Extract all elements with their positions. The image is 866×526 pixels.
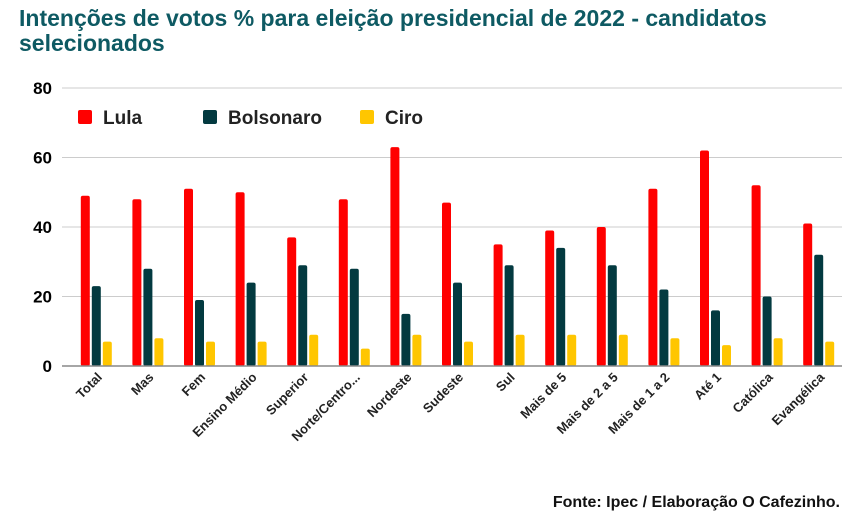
bar-ciro [618, 334, 628, 366]
bar-lula [287, 237, 297, 366]
legend-label-bolsonaro: Bolsonaro [228, 108, 322, 129]
x-tick-label: Nordeste [364, 370, 414, 420]
bar-ciro [670, 338, 680, 366]
bar-bolsonaro [607, 265, 617, 366]
bar-ciro [257, 341, 267, 366]
x-tick-label: Católica [729, 369, 776, 416]
bar-bolsonaro [91, 286, 101, 366]
bar-ciro [154, 338, 164, 366]
bar-lula [700, 150, 709, 366]
y-tick-label: 0 [43, 357, 52, 376]
bar-lula [184, 188, 193, 366]
legend-label-ciro: Ciro [385, 108, 423, 129]
bar-ciro [722, 345, 731, 366]
x-tick-label: Total [73, 370, 105, 402]
y-tick-label: 80 [33, 79, 52, 98]
bar-lula [338, 199, 348, 366]
bar-ciro [309, 334, 319, 366]
x-tick-label: Superior [263, 370, 311, 418]
bar-bolsonaro [246, 282, 256, 366]
bar-bolsonaro [298, 265, 308, 366]
legend-swatch-bolsonaro [203, 110, 217, 124]
bar-bolsonaro [143, 268, 153, 366]
bar-ciro [464, 341, 473, 366]
bar-bolsonaro [762, 296, 772, 366]
bar-bolsonaro [556, 247, 566, 366]
bar-bolsonaro [401, 313, 411, 366]
bar-lula [648, 188, 658, 366]
bar-ciro [206, 341, 215, 366]
y-tick-label: 40 [33, 218, 52, 237]
legend-swatch-lula [78, 110, 92, 124]
x-tick-label: Sudeste [420, 370, 466, 416]
x-tick-label: Sul [493, 370, 518, 395]
bar-lula [235, 192, 245, 366]
bar-ciro [825, 341, 835, 366]
bar-bolsonaro [453, 282, 462, 366]
x-tick-label: Fem [179, 370, 209, 400]
legend-label-lula: Lula [103, 108, 142, 129]
bar-lula [80, 195, 90, 366]
bar-bolsonaro [195, 299, 204, 366]
x-tick-label: Até 1 [691, 370, 724, 403]
bar-lula [545, 230, 555, 366]
bar-lula [390, 147, 400, 366]
bar-lula [596, 227, 606, 366]
source-note: Fonte: Ipec / Elaboração O Cafezinho. [552, 494, 840, 511]
y-tick-label: 20 [33, 288, 52, 307]
legend-swatch-ciro [360, 110, 374, 124]
bar-bolsonaro [711, 310, 720, 366]
bar-bolsonaro [814, 254, 824, 366]
bar-ciro [515, 334, 525, 366]
bar-bolsonaro [659, 289, 669, 366]
x-tick-label: Mais de 5 [517, 370, 569, 422]
bar-lula [803, 223, 813, 366]
x-tick-label: Evangélica [769, 369, 828, 428]
bar-bolsonaro [349, 268, 359, 366]
bar-bolsonaro [504, 265, 514, 366]
chart-title: Intenções de votos % para eleição presid… [19, 5, 767, 56]
bar-ciro [102, 341, 112, 366]
bar-ciro [360, 348, 370, 366]
bar-ciro [567, 334, 577, 366]
bar-lula [493, 244, 503, 366]
bar-lula [751, 185, 761, 366]
bar-ciro [773, 338, 783, 366]
bar-lula [442, 202, 451, 366]
bar-lula [132, 199, 142, 366]
bar-ciro [412, 334, 422, 366]
x-tick-label: Mas [128, 370, 156, 398]
y-tick-label: 60 [33, 149, 52, 168]
